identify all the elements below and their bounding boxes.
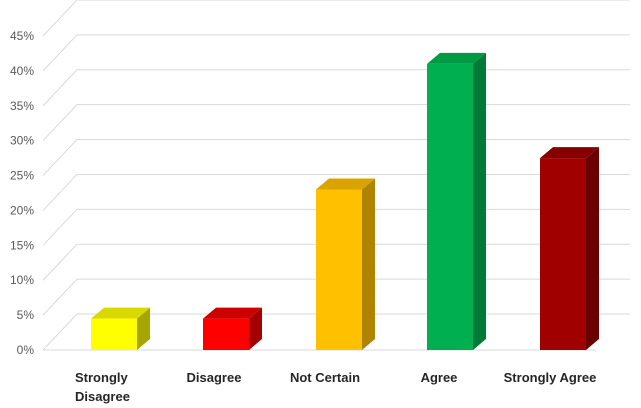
x-tick-label: Strongly Disagree (75, 370, 130, 404)
x-tick-label: Disagree (187, 370, 242, 385)
y-tick-label: 30% (10, 134, 34, 148)
bar-top (91, 307, 150, 319)
bar-top (427, 52, 486, 64)
gridline (42, 0, 630, 37)
bar-side (473, 52, 486, 351)
x-tick-label: Not Certain (290, 370, 360, 385)
y-tick-label: 5% (17, 308, 35, 322)
bar (203, 307, 262, 350)
y-tick-label: 35% (10, 99, 34, 113)
x-tick-label: Strongly Agree (504, 370, 597, 385)
bar-side (137, 307, 150, 350)
bar-front (427, 63, 473, 351)
y-tick-label: 20% (10, 203, 34, 217)
y-tick-label: 10% (10, 273, 34, 287)
x-axis: Strongly Disagree Disagree Not Certain Agree… (75, 370, 596, 404)
bar-front (203, 318, 249, 350)
bar-side (249, 307, 262, 350)
gridline (42, 104, 630, 142)
gridline (42, 69, 630, 107)
gridline (42, 34, 630, 72)
bar-front (540, 158, 586, 350)
y-axis: 0% 5% 10% 15% 20% 25% 30% 35% 40% 45% (10, 29, 34, 357)
y-tick-label: 40% (10, 64, 34, 78)
bar-front (316, 189, 362, 350)
bar (316, 178, 375, 350)
bar-side (362, 178, 375, 350)
y-tick-label: 15% (10, 238, 34, 252)
bar-side (586, 147, 599, 350)
bar-top (203, 307, 262, 319)
bar (427, 52, 486, 351)
bars (91, 52, 599, 351)
bar-front (91, 318, 137, 350)
bar-top (540, 147, 599, 159)
y-tick-label: 0% (17, 343, 35, 357)
bar-top (316, 178, 375, 190)
y-tick-label: 25% (10, 169, 34, 183)
bar (91, 307, 150, 350)
y-tick-label: 45% (10, 29, 34, 43)
x-tick-label: Agree (421, 370, 458, 385)
bar (540, 147, 599, 350)
